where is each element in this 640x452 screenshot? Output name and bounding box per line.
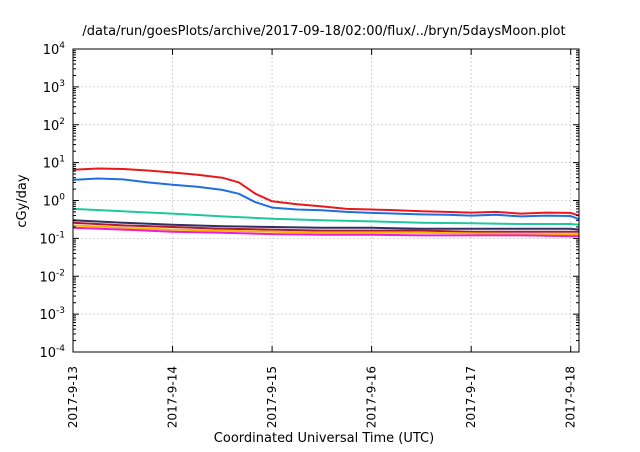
x-tick-label: 2017-9-18 [564, 366, 578, 428]
x-axis-label: Coordinated Universal Time (UTC) [214, 431, 434, 446]
series-line [72, 177, 580, 221]
grid [72, 49, 579, 352]
chart-title: /data/run/goesPlots/archive/2017-09-18/0… [82, 24, 565, 39]
y-tick-label: 103 [43, 79, 65, 96]
y-tick-label: 10-2 [39, 268, 65, 285]
x-tick-labels: 2017-9-13 2017-9-14 2017-9-15 2017-9-16 2017… [66, 366, 578, 428]
series-line [72, 219, 580, 231]
y-tick-label: 10-4 [39, 344, 65, 361]
x-tick-label: 2017-9-15 [265, 366, 279, 428]
series-line [72, 207, 580, 226]
y-tick-label: 102 [43, 117, 65, 134]
y-tick-label: 104 [43, 41, 66, 58]
series-line [72, 226, 579, 238]
y-tick-label: 10-3 [39, 306, 65, 323]
series-line [72, 221, 579, 233]
series-line [72, 167, 580, 217]
y-tick-labels: 10-4 10-3 10-2 10-1 100 101 102 103 104 [39, 41, 65, 361]
y-tick-label: 101 [43, 155, 65, 172]
y-tick-label: 10-1 [39, 230, 65, 247]
series-layer [72, 167, 580, 238]
x-tick-label: 2017-9-13 [66, 366, 80, 428]
ticks [72, 48, 579, 353]
x-tick-label: 2017-9-17 [464, 366, 478, 428]
x-tick-label: 2017-9-16 [365, 366, 379, 428]
y-axis-label: cGy/day [15, 174, 30, 228]
series-line [72, 224, 579, 236]
x-tick-label: 2017-9-14 [166, 366, 180, 428]
y-tick-label: 100 [43, 193, 66, 210]
